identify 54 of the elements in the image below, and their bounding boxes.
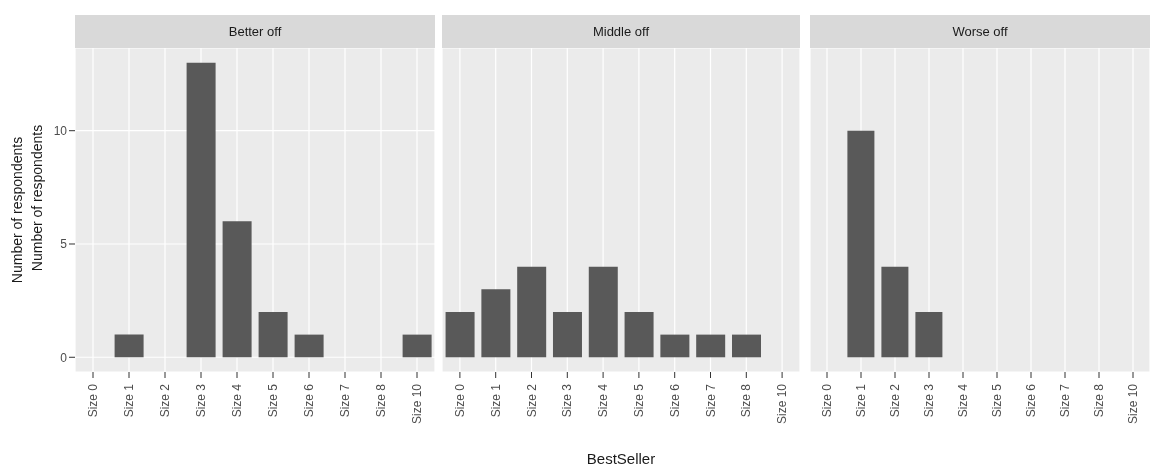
bar [258,311,288,358]
x-tick-label: Size 10 [775,383,790,425]
bar [660,334,690,358]
x-tick-label: Size 7 [338,383,352,418]
bar [294,334,324,358]
x-tick-label: Size 0 [452,383,467,418]
x-tick-label: Size 0 [820,383,834,418]
x-tick-label: Size 2 [158,383,172,418]
x-axis-title: BestSeller [585,450,657,467]
x-tick-label: Size 8 [1092,383,1106,418]
bar [552,311,582,358]
x-tick-label: Size 1 [854,383,868,418]
x-tick-label: Size 5 [990,383,1004,418]
x-tick-label: Size 10 [1126,383,1140,425]
x-tick-label: Size 6 [1024,383,1038,418]
x-tick-label: Size 4 [230,383,244,418]
x-tick-label: Size 0 [86,383,100,418]
bar [402,334,432,358]
x-tick-label: Size 5 [631,383,646,418]
bar [624,311,654,358]
text: Number of respondents [29,123,46,274]
x-tick-label: Size 7 [703,383,718,418]
x-tick-label: Size 2 [524,383,539,418]
x-tick-label: Size 7 [1058,383,1072,418]
bar [222,221,252,358]
x-tick-label: Size 6 [667,383,682,418]
chart-title: Middle off [442,15,800,48]
y-axis-title: Number of respondents [9,135,26,286]
bar [186,62,216,358]
x-tick-label: Size 3 [194,383,208,418]
x-tick-label: Size 5 [266,383,280,418]
chart-title: Better off [75,15,435,48]
x-tick-label: Size 1 [122,383,136,418]
y-tick-label: 0 [60,350,68,365]
x-tick-label: Size 3 [922,383,936,418]
x-tick-label: Size 10 [410,383,424,425]
bar [588,266,618,358]
bar [517,266,547,358]
bar [481,289,511,358]
y-tick-label: 10 [53,123,68,138]
x-tick-label: Size 6 [302,383,316,418]
bar [731,334,761,358]
x-tick-label: Size 4 [596,383,611,418]
y-tick-label: 5 [60,237,68,252]
x-tick-label: Size 4 [956,383,970,418]
chart-title: Worse off [810,15,1150,48]
x-tick-label: Size 2 [888,383,902,418]
x-tick-label: Size 8 [374,383,388,418]
bar [114,334,144,358]
x-tick-label: Size 3 [560,383,575,418]
bar [445,311,475,358]
bar [696,334,726,358]
x-tick-label: Size 8 [739,383,754,418]
x-tick-label: Size 1 [488,383,503,418]
